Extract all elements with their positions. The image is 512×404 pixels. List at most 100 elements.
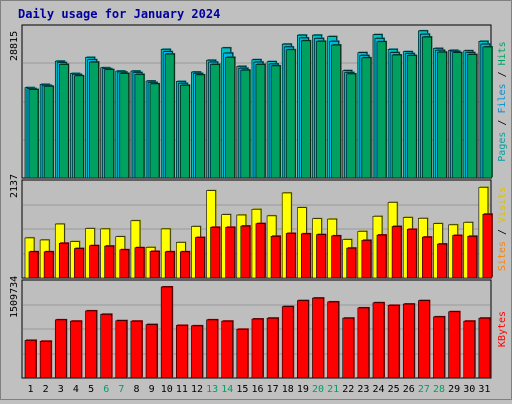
ymax-label-kbytes: 1509734 [9, 276, 20, 318]
bar-kbytes-kbytes-26 [402, 303, 415, 379]
x-tick-label-day-12: 12 [191, 384, 203, 395]
bar-kbytes-kbytes-22 [342, 317, 355, 379]
bar-pages-files-hits-visits-14 [225, 57, 235, 179]
bar-pages-files-hits-visits-17 [270, 65, 281, 179]
bar-kbytes-kbytes-10 [160, 286, 173, 379]
bar-pages-files-hits-visits-25 [391, 54, 402, 179]
bar-pages-files-hits-visits-11 [179, 84, 190, 179]
bar-sites-visits-kbytes_label-31 [482, 213, 493, 279]
bar-kbytes-kbytes-15 [236, 328, 249, 379]
bar-pages-files-hits-visits-9 [149, 83, 160, 179]
bar-kbytes-kbytes-29 [448, 311, 460, 379]
bar-sites-visits-kbytes_label-12 [195, 237, 205, 279]
bar-kbytes-kbytes-23 [357, 307, 370, 379]
bar-sites-visits-kbytes_label-21 [331, 235, 341, 279]
bar-kbytes-kbytes-1 [24, 340, 37, 379]
bar-kbytes-kbytes-9 [145, 324, 158, 379]
bar-kbytes-kbytes-13 [206, 319, 218, 379]
bar-kbytes-kbytes-27 [418, 300, 430, 379]
bar-sites-visits-kbytes_label-8 [134, 247, 145, 279]
x-tick-label-day-19: 19 [297, 384, 309, 395]
bar-kbytes-kbytes-4 [70, 320, 82, 379]
x-tick-label-day-18: 18 [282, 384, 294, 395]
x-tick-label-day-11: 11 [176, 384, 188, 395]
bar-pages-files-hits-visits-18 [285, 49, 296, 179]
bar-sites-visits-kbytes_label-7 [119, 249, 130, 279]
x-tick-label-day-13: 13 [206, 384, 218, 395]
bar-sites-visits-kbytes_label-19 [301, 233, 311, 279]
x-tick-label-day-21: 21 [327, 384, 339, 395]
bar-sites-visits-kbytes_label-9 [149, 251, 160, 279]
bar-kbytes-kbytes-3 [54, 319, 67, 379]
bar-kbytes-kbytes-20 [312, 297, 324, 379]
bar-pages-files-hits-visits-3 [58, 64, 69, 179]
bar-pages-files-hits-visits-16 [255, 64, 266, 179]
bar-pages-files-hits-visits-1 [28, 89, 39, 179]
bar-sites-visits-kbytes_label-24 [376, 234, 387, 279]
series-label-part: Sites [497, 241, 508, 271]
bar-kbytes-kbytes-7 [115, 320, 128, 379]
series-label-part: Hits [497, 41, 508, 65]
x-tick-label-day-6: 6 [103, 384, 109, 395]
series-label-part: Visits [497, 187, 508, 223]
bar-pages-files-hits-visits-2 [43, 85, 54, 179]
x-tick-label-day-9: 9 [149, 384, 155, 395]
bar-sites-visits-kbytes_label-17 [270, 236, 281, 279]
bar-pages-files-hits-visits-6 [104, 69, 114, 179]
series-label-kbytes: KBytes [497, 311, 508, 347]
bar-sites-visits-kbytes_label-28 [437, 243, 447, 279]
x-tick-label-day-8: 8 [133, 384, 139, 395]
bar-sites-visits-kbytes_label-29 [452, 235, 462, 279]
bar-sites-visits-kbytes_label-13 [210, 227, 220, 279]
x-tick-label-day-5: 5 [88, 384, 94, 395]
bar-sites-visits-kbytes_label-18 [285, 233, 296, 279]
x-tick-label-day-27: 27 [418, 384, 430, 395]
bar-sites-visits-kbytes_label-30 [467, 236, 478, 279]
bar-kbytes-kbytes-30 [463, 320, 476, 379]
bar-kbytes-kbytes-28 [433, 316, 445, 379]
series-label-part: / [497, 65, 508, 83]
bar-sites-visits-kbytes_label-3 [58, 242, 69, 279]
bar-sites-visits-kbytes_label-2 [43, 251, 54, 279]
series-label-sites-visits: Sites / Visits [497, 187, 508, 271]
x-tick-label-day-4: 4 [73, 384, 79, 395]
x-tick-label-day-24: 24 [373, 384, 385, 395]
bar-pages-files-hits-visits-24 [376, 41, 387, 179]
x-tick-label-day-28: 28 [433, 384, 445, 395]
bar-pages-files-hits-visits-29 [452, 52, 462, 179]
bar-pages-files-hits-visits-27 [422, 36, 432, 179]
bar-pages-files-hits-visits-31 [482, 46, 493, 179]
bar-kbytes-kbytes-31 [478, 317, 491, 379]
bar-kbytes-kbytes-25 [387, 305, 400, 379]
bar-kbytes-kbytes-5 [85, 310, 97, 379]
x-tick-label-day-17: 17 [267, 384, 279, 395]
bar-sites-visits-kbytes_label-5 [89, 245, 99, 279]
bar-pages-files-hits-visits-21 [331, 44, 341, 179]
bar-sites-visits-kbytes_label-11 [179, 251, 190, 279]
bar-sites-visits-kbytes_label-22 [346, 247, 357, 279]
x-tick-label-day-26: 26 [403, 384, 415, 395]
bar-pages-files-hits-visits-5 [89, 61, 99, 179]
x-tick-label-day-23: 23 [357, 384, 369, 395]
ymax-label-sites-visits: 2137 [9, 174, 20, 198]
bar-pages-files-hits-visits-4 [74, 75, 84, 179]
x-tick-label-day-31: 31 [478, 384, 490, 395]
x-tick-label-day-3: 3 [58, 384, 64, 395]
bar-sites-visits-kbytes_label-26 [406, 229, 417, 279]
series-label-part: / [497, 223, 508, 241]
bar-sites-visits-kbytes_label-25 [391, 226, 402, 279]
series-label-part: KBytes [497, 311, 508, 347]
bar-pages-files-hits-visits-26 [406, 55, 417, 179]
bar-sites-visits-kbytes_label-1 [28, 251, 39, 279]
bar-kbytes-kbytes-6 [100, 314, 112, 379]
x-tick-label-day-16: 16 [251, 384, 263, 395]
bar-sites-visits-kbytes_label-23 [361, 240, 372, 279]
x-tick-label-day-2: 2 [43, 384, 49, 395]
bar-kbytes-kbytes-21 [327, 301, 339, 379]
ymax-label-pages-files-hits: 28815 [9, 31, 20, 61]
x-tick-label-day-20: 20 [312, 384, 324, 395]
series-label-pages-files-hits: Pages / Files / Hits [497, 41, 508, 161]
bar-pages-files-hits-visits-19 [301, 40, 311, 179]
x-tick-label-day-25: 25 [388, 384, 400, 395]
